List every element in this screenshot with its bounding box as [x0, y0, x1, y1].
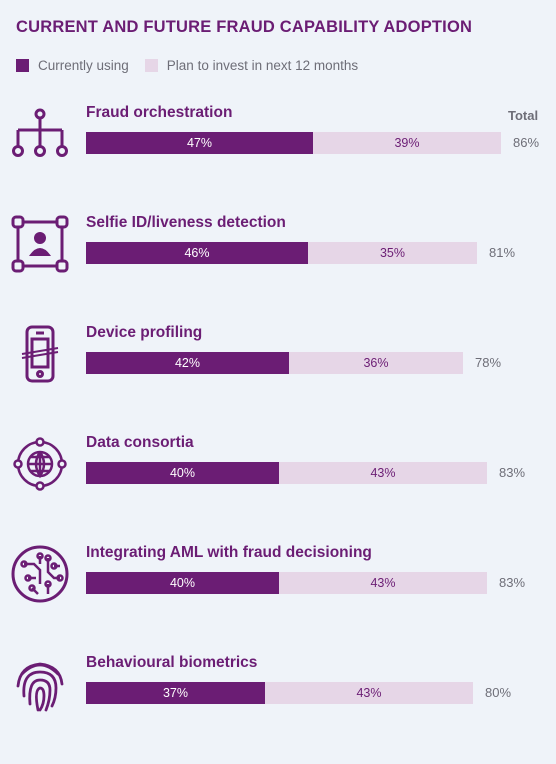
bar-segment-current: 37%: [86, 682, 265, 704]
stacked-bar: 46% 35%: [86, 242, 477, 264]
bar-row: Integrating AML with fraud decisioning 40…: [0, 544, 556, 654]
data-label: 37%: [162, 686, 189, 700]
bar-row: Device profiling 42% 36% 78%: [0, 324, 556, 434]
legend-item-current: Currently using: [16, 58, 129, 73]
bar-segment-plan: 35%: [308, 242, 477, 264]
bar-row: Data consortia 40% 43% 83%: [0, 434, 556, 544]
stacked-bar: 40% 43%: [86, 572, 487, 594]
legend-label-current: Currently using: [38, 58, 129, 73]
total-header: Total: [508, 108, 539, 123]
stacked-bar: 37% 43%: [86, 682, 473, 704]
data-label: 36%: [363, 356, 389, 370]
bar-segment-current: 40%: [86, 572, 279, 594]
data-label: 47%: [186, 136, 213, 150]
category-label: Fraud orchestration: [86, 104, 233, 121]
data-label: 35%: [379, 246, 406, 260]
total-value: 78%: [475, 355, 502, 370]
phone-icon: [10, 324, 70, 384]
total-value: 83%: [499, 465, 526, 480]
legend-label-plan: Plan to invest in next 12 months: [166, 58, 359, 73]
stacked-bar: 47% 39%: [86, 132, 501, 154]
legend-swatch-current: [16, 59, 29, 72]
bar-row: Fraud orchestration 47% 39% 86%: [0, 104, 556, 214]
category-label: Behavioural biometrics: [86, 654, 258, 671]
category-label: Integrating AML with fraud decisioning: [86, 544, 372, 561]
legend-swatch-plan: [144, 59, 158, 72]
hierarchy-icon: [10, 104, 70, 164]
data-label: 42%: [174, 356, 201, 370]
bar-segment-current: 40%: [86, 462, 279, 484]
bar-segment-plan: 39%: [313, 132, 501, 154]
total-value: 80%: [485, 685, 512, 700]
globe-network-icon: [10, 434, 70, 494]
bar-segment-current: 46%: [86, 242, 308, 264]
stacked-bar: 42% 36%: [86, 352, 463, 374]
circuit-icon: [10, 544, 70, 604]
bar-row: Behavioural biometrics 37% 43% 80%: [0, 654, 556, 764]
chart-title: CURRENT AND FUTURE FRAUD CAPABILITY ADOP…: [16, 18, 473, 36]
bar-segment-current: 47%: [86, 132, 313, 154]
data-label: 40%: [169, 466, 196, 480]
category-label: Selfie ID/liveness detection: [86, 214, 286, 231]
bar-row: Selfie ID/liveness detection 46% 35% 81%: [0, 214, 556, 324]
data-label: 43%: [356, 686, 382, 700]
bar-segment-plan: 43%: [279, 572, 487, 594]
bar-segment-plan: 36%: [289, 352, 463, 374]
bar-segment-plan: 43%: [279, 462, 487, 484]
bar-segment-current: 42%: [86, 352, 289, 374]
fingerprint-icon: [10, 654, 70, 714]
face-id-icon: [10, 214, 70, 274]
data-label: 43%: [370, 466, 396, 480]
stacked-bar: 40% 43%: [86, 462, 487, 484]
bar-segment-plan: 43%: [265, 682, 473, 704]
data-label: 39%: [394, 136, 420, 150]
legend: Currently using Plan to invest in next 1…: [16, 58, 374, 73]
category-label: Device profiling: [86, 324, 203, 341]
data-label: 46%: [184, 246, 210, 260]
data-label: 40%: [169, 576, 196, 590]
legend-item-plan: Plan to invest in next 12 months: [144, 58, 359, 73]
total-value: 86%: [513, 135, 540, 150]
total-value: 83%: [499, 575, 526, 590]
total-value: 81%: [489, 245, 516, 260]
data-label: 43%: [370, 576, 396, 590]
category-label: Data consortia: [86, 434, 194, 451]
